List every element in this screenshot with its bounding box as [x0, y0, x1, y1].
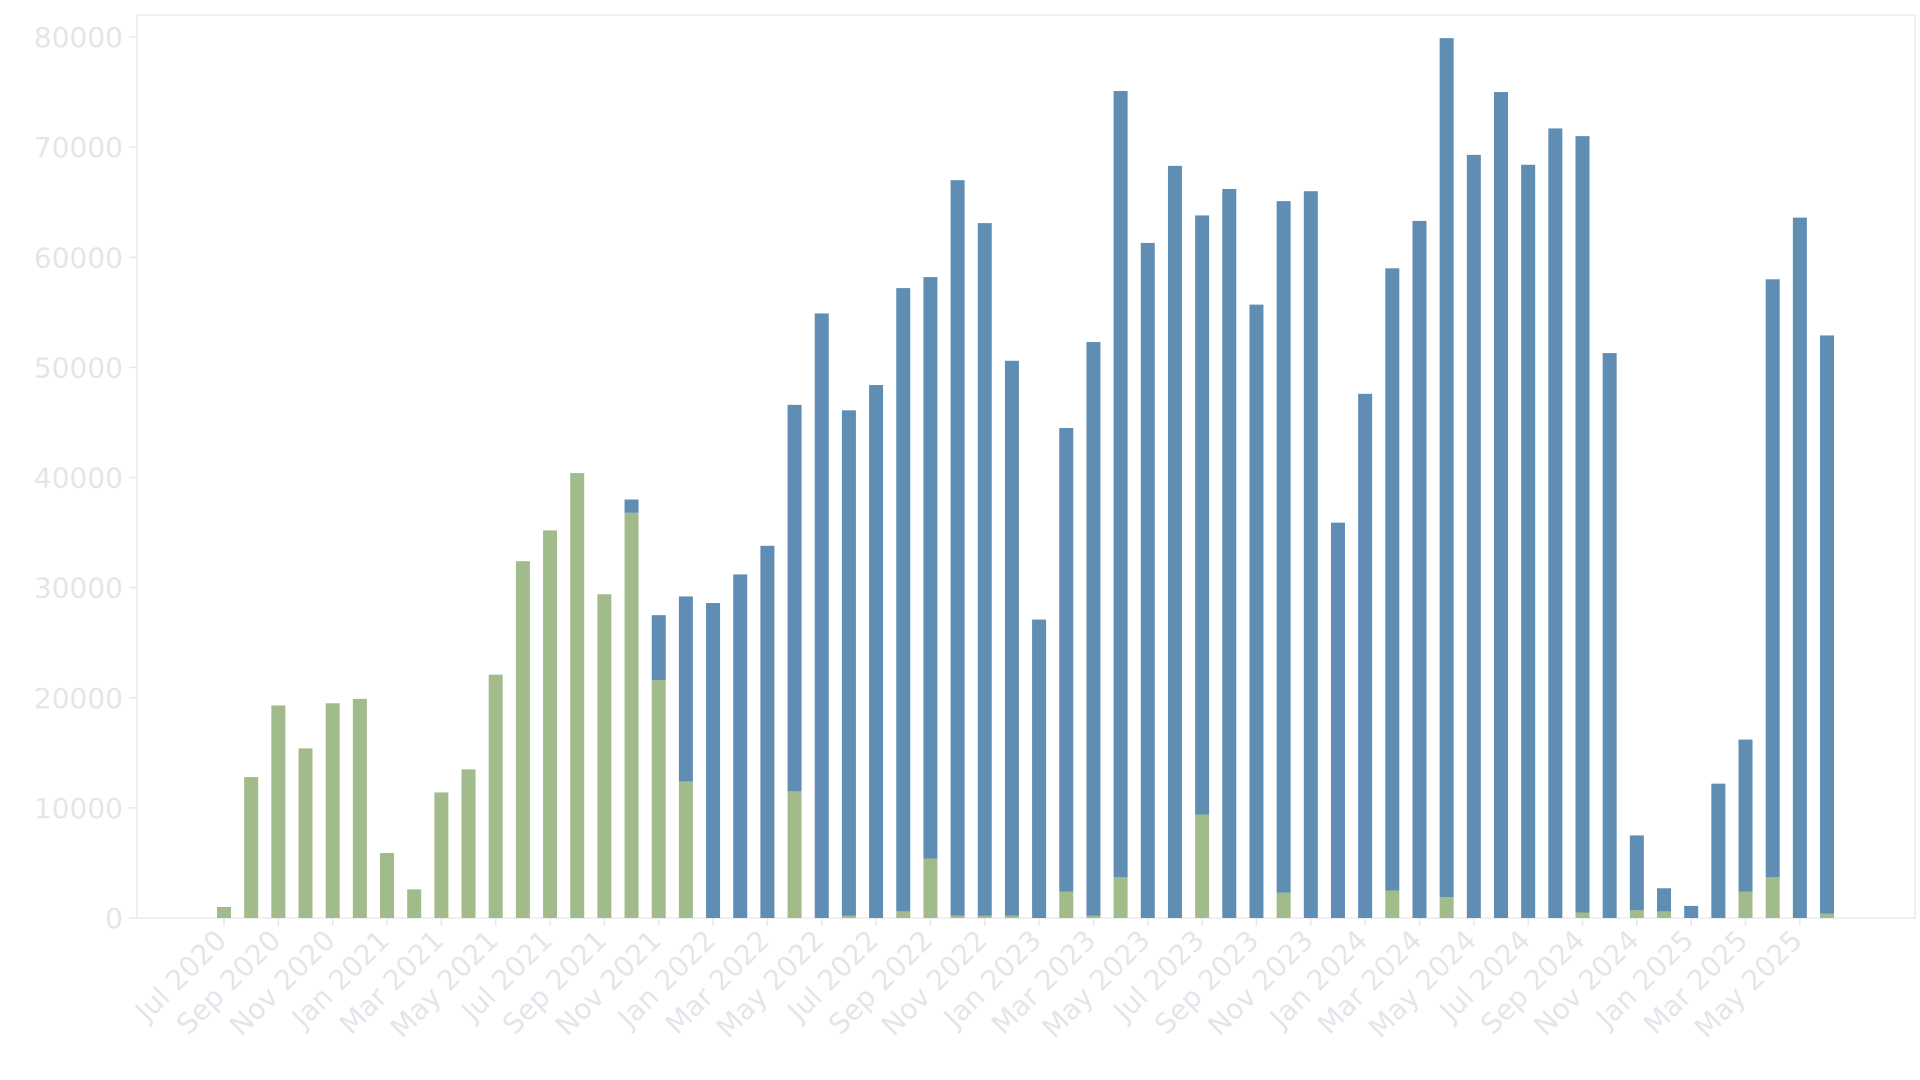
bars-group: [217, 38, 1835, 919]
bar-series1-apr-2024: [1439, 897, 1454, 918]
bar-series2-apr-2022: [787, 404, 802, 792]
bar-series2-jan-2022: [706, 603, 721, 918]
bar-series2-may-2023: [1140, 242, 1155, 918]
bar-series2-oct-2024: [1602, 353, 1617, 918]
bar-series1-jun-2022: [841, 915, 856, 918]
bar-series1-dec-2021: [678, 781, 693, 918]
bar-series2-jun-2025: [1820, 335, 1835, 914]
bar-series1-jul-2021: [543, 530, 558, 918]
bar-series2-jan-2023: [1032, 619, 1047, 918]
plot-frame: [136, 14, 1916, 919]
bar-series1-oct-2023: [1276, 892, 1291, 918]
bar-series1-aug-2020: [244, 777, 259, 918]
y-tick-label: 20000: [34, 682, 123, 715]
bar-series2-apr-2023: [1113, 90, 1128, 878]
bar-series1-nov-2021: [651, 680, 666, 918]
bar-series2-nov-2024: [1629, 835, 1644, 911]
bar-series1-jun-2021: [515, 561, 530, 918]
bar-series1-jun-2025: [1820, 913, 1835, 918]
bar-series1-mar-2021: [434, 792, 449, 918]
bar-series1-dec-2022: [1004, 915, 1019, 918]
bar-series2-jun-2023: [1167, 165, 1182, 918]
bar-series2-mar-2023: [1086, 342, 1101, 916]
bar-series2-feb-2024: [1385, 268, 1400, 891]
bar-series1-oct-2020: [298, 748, 313, 918]
bar-series2-apr-2024: [1439, 38, 1454, 898]
bar-series1-jan-2021: [380, 853, 395, 918]
y-tick-label: 80000: [34, 21, 123, 54]
plot-border: [136, 14, 1916, 919]
bar-series2-dec-2021: [678, 596, 693, 782]
bar-series2-feb-2023: [1059, 427, 1074, 892]
bar-series1-dec-2024: [1657, 911, 1672, 918]
bar-series1-nov-2022: [977, 915, 992, 918]
bar-series2-dec-2023: [1330, 522, 1345, 918]
bar-series1-feb-2023: [1059, 891, 1074, 918]
bar-series2-nov-2023: [1303, 191, 1318, 918]
bar-series1-aug-2022: [896, 911, 911, 918]
y-tick-label: 50000: [34, 351, 123, 384]
bar-series2-mar-2025: [1738, 739, 1753, 892]
y-tick-label: 60000: [34, 241, 123, 274]
bar-series2-mar-2024: [1412, 220, 1427, 918]
bar-series1-apr-2023: [1113, 877, 1128, 918]
bar-series1-sep-2021: [597, 594, 612, 918]
bar-series2-aug-2024: [1548, 128, 1563, 918]
bar-series1-sep-2020: [271, 705, 286, 918]
y-tick-label: 30000: [34, 572, 123, 605]
y-tick-label: 40000: [34, 462, 123, 495]
bar-series2-jun-2024: [1493, 92, 1508, 919]
bar-series2-dec-2022: [1004, 360, 1019, 916]
bar-series2-jan-2024: [1358, 393, 1373, 918]
bar-series1-feb-2024: [1385, 890, 1400, 918]
bar-series2-apr-2025: [1765, 279, 1780, 878]
bar-series2-jul-2023: [1195, 215, 1210, 815]
y-tick-label: 70000: [34, 131, 123, 164]
bar-series2-oct-2023: [1276, 201, 1291, 893]
bar-series1-may-2021: [488, 674, 503, 918]
bar-series1-apr-2022: [787, 791, 802, 918]
bar-series2-aug-2023: [1222, 188, 1237, 919]
bar-series1-mar-2023: [1086, 915, 1101, 918]
bar-series2-may-2024: [1466, 154, 1481, 919]
bar-series2-jan-2025: [1684, 905, 1699, 918]
bar-series1-jul-2023: [1195, 814, 1210, 918]
bar-series2-jul-2024: [1521, 164, 1536, 918]
y-axis: 0 10000 20000 30000 40000 50000 60000 70000 8000…: [34, 21, 137, 935]
bar-series1-aug-2021: [570, 473, 585, 918]
bar-series2-feb-2025: [1711, 783, 1726, 918]
bar-series1-sep-2024: [1575, 912, 1590, 918]
bar-series2-aug-2022: [896, 288, 911, 912]
bar-series2-sep-2023: [1249, 304, 1264, 918]
bar-series2-may-2022: [814, 313, 829, 918]
bar-series1-sep-2022: [923, 858, 938, 918]
bar-series1-nov-2024: [1629, 910, 1644, 918]
y-tick-label: 0: [105, 902, 123, 935]
bar-series1-apr-2025: [1765, 877, 1780, 918]
bar-series1-mar-2025: [1738, 891, 1753, 918]
bar-series2-dec-2024: [1657, 888, 1672, 912]
bar-series2-sep-2024: [1575, 136, 1590, 913]
bar-series2-jun-2022: [841, 410, 856, 916]
bar-series2-may-2025: [1792, 217, 1807, 918]
bar-series2-oct-2021: [624, 499, 639, 513]
bar-series1-nov-2020: [325, 703, 340, 918]
bar-series1-oct-2022: [950, 915, 965, 918]
bar-series2-jul-2022: [869, 385, 884, 918]
bar-series2-mar-2022: [760, 545, 775, 918]
bar-series2-feb-2022: [733, 574, 748, 918]
bar-series2-nov-2022: [977, 223, 992, 916]
bar-series1-apr-2021: [461, 769, 476, 918]
bar-series1-jul-2020: [217, 906, 231, 918]
bar-series2-nov-2021: [651, 615, 666, 681]
bar-series2-oct-2022: [950, 180, 965, 916]
bar-series1-oct-2021: [624, 512, 639, 918]
bar-series1-dec-2020: [352, 698, 367, 918]
bar-series2-sep-2022: [923, 277, 938, 859]
y-tick-label: 10000: [34, 792, 123, 825]
bar-series1-feb-2021: [407, 889, 422, 918]
